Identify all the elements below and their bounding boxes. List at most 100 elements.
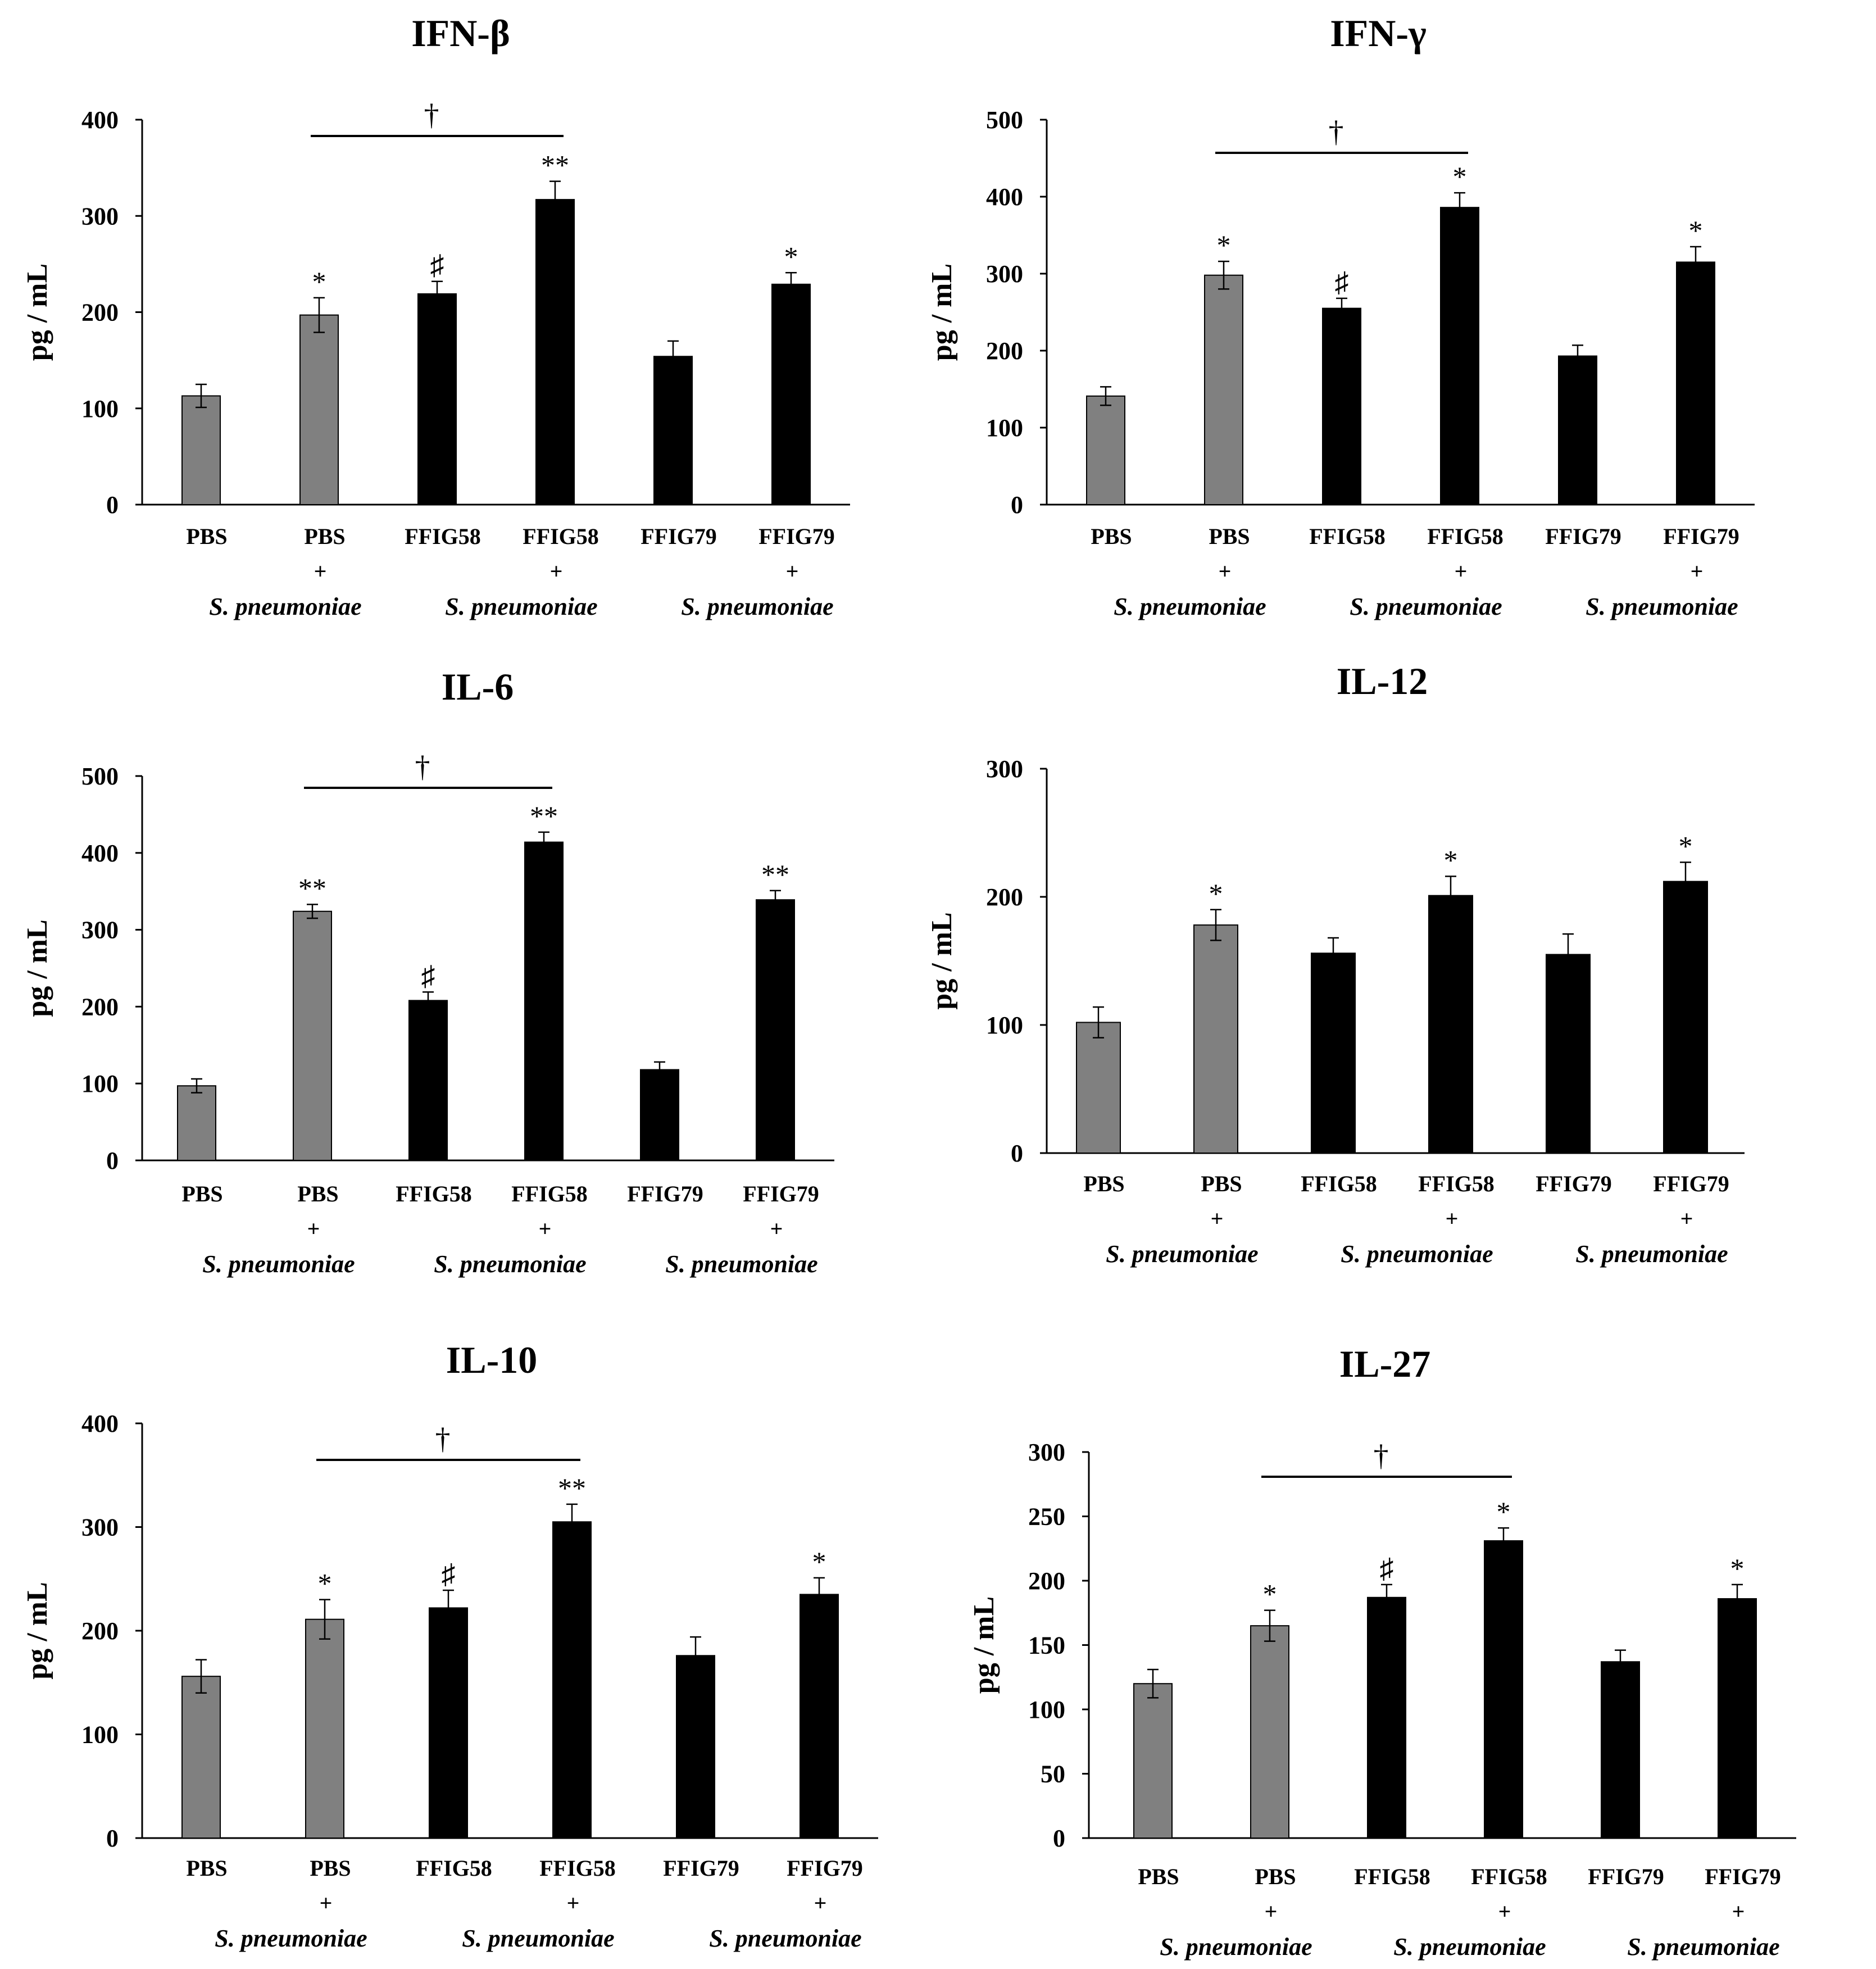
x-tick-infection-label: S. pneumoniae: [434, 1250, 586, 1278]
x-tick-label: PBS: [186, 1855, 227, 1881]
x-tick-infection-label: S. pneumoniae: [1350, 593, 1502, 620]
y-tick-label: 200: [81, 993, 119, 1020]
x-tick-label: PBS: [1083, 1171, 1124, 1196]
y-tick-label: 300: [81, 917, 119, 944]
significance-marker: *: [318, 1568, 332, 1599]
x-tick-plus: +: [550, 559, 563, 584]
significance-marker: ♯: [1335, 266, 1349, 298]
x-tick-infection-label: S. pneumoniae: [1114, 593, 1266, 620]
bar: [676, 1655, 715, 1839]
x-tick-label: FFIG79: [1545, 524, 1621, 549]
x-tick-infection-label: S. pneumoniae: [1393, 1933, 1546, 1961]
bar: [1663, 881, 1708, 1154]
y-tick-label: 400: [81, 1410, 119, 1437]
bar: [181, 1676, 221, 1839]
bar: [1086, 395, 1125, 506]
x-tick-label: FFIG58: [1471, 1864, 1547, 1889]
x-tick-label: PBS: [304, 524, 345, 549]
significance-marker: *: [1689, 215, 1703, 246]
chart-panel-il-6: IL-6 pg / mL 0 100 200 300 400 500 PBS ** PBS + S. p…: [21, 665, 834, 1278]
bar: [653, 356, 693, 506]
x-tick-plus: +: [770, 1216, 783, 1241]
significance-marker: ♯: [442, 1558, 456, 1590]
bar: [1133, 1683, 1173, 1839]
y-tick-label: 150: [1028, 1632, 1065, 1659]
bar: [417, 293, 457, 506]
x-tick-infection-label: S. pneumoniae: [1106, 1240, 1258, 1268]
x-tick-label: PBS: [1138, 1864, 1179, 1889]
significance-marker: **: [541, 149, 569, 181]
x-tick-infection-label: S. pneumoniae: [462, 1925, 614, 1952]
significance-marker: *: [1217, 229, 1231, 261]
x-tick-label: FFIG79: [663, 1855, 739, 1881]
bar: [771, 283, 811, 505]
chart-title: IFN-β: [411, 12, 510, 55]
y-axis-label: pg / mL: [21, 919, 53, 1017]
y-tick-label: 400: [986, 183, 1023, 211]
y-tick-label: 500: [81, 763, 119, 790]
significance-marker: *: [1497, 1496, 1511, 1527]
bar: [552, 1521, 592, 1839]
bar: [1558, 355, 1597, 506]
chart-title: IL-6: [442, 665, 514, 708]
x-tick-plus: +: [1219, 559, 1232, 584]
y-tick-label: 100: [81, 1721, 119, 1749]
significance-marker: **: [558, 1472, 586, 1504]
significance-marker: *: [1263, 1578, 1277, 1610]
significance-marker: **: [298, 872, 326, 904]
bar: [1546, 954, 1591, 1154]
x-tick-plus: +: [314, 559, 327, 584]
x-tick-plus: +: [307, 1216, 320, 1241]
bar: [1367, 1596, 1406, 1839]
x-tick-plus: +: [1691, 559, 1704, 584]
y-axis-label: pg / mL: [926, 912, 958, 1009]
y-tick-label: 0: [106, 1825, 119, 1852]
significance-marker: ♯: [421, 960, 435, 991]
x-tick-label: FFIG58: [396, 1181, 472, 1206]
y-tick-label: 100: [986, 1011, 1023, 1039]
bar: [293, 910, 332, 1161]
y-tick-label: 200: [1028, 1567, 1065, 1595]
bar: [1484, 1540, 1523, 1839]
bar: [1440, 207, 1479, 505]
y-tick-label: 300: [986, 260, 1023, 288]
x-tick-infection-label: S. pneumoniae: [1627, 1933, 1779, 1961]
y-tick-label: 500: [986, 106, 1023, 134]
x-tick-plus: +: [1680, 1206, 1693, 1231]
bar: [299, 314, 339, 505]
y-tick-label: 0: [1011, 491, 1023, 519]
bar: [429, 1607, 468, 1839]
y-tick-label: 200: [986, 883, 1023, 911]
bar: [800, 1594, 839, 1839]
x-tick-label: PBS: [310, 1855, 351, 1881]
bar: [1076, 1022, 1121, 1154]
y-tick-label: 100: [986, 414, 1023, 442]
x-tick-plus: +: [539, 1216, 552, 1241]
y-tick-label: 300: [81, 1514, 119, 1541]
x-tick-label: FFIG58: [1418, 1171, 1495, 1196]
x-tick-infection-label: S. pneumoniae: [665, 1250, 817, 1278]
significance-marker: **: [530, 800, 558, 832]
y-tick-label: 0: [106, 1147, 119, 1174]
x-tick-infection-label: S. pneumoniae: [445, 593, 597, 620]
bar: [535, 199, 575, 505]
x-tick-infection-label: S. pneumoniae: [1575, 1240, 1728, 1268]
x-tick-label: FFIG79: [641, 524, 717, 549]
x-tick-label: FFIG79: [743, 1181, 819, 1206]
x-tick-label: FFIG58: [405, 524, 481, 549]
bar: [1428, 895, 1473, 1154]
y-tick-label: 300: [81, 202, 119, 230]
x-tick-infection-label: S. pneumoniae: [709, 1925, 861, 1952]
x-tick-label: FFIG79: [627, 1181, 703, 1206]
x-tick-label: PBS: [297, 1181, 338, 1206]
x-tick-label: FFIG79: [1588, 1864, 1664, 1889]
x-tick-label: FFIG58: [523, 524, 599, 549]
x-tick-infection-label: S. pneumoniae: [209, 593, 361, 620]
x-tick-label: FFIG58: [1309, 524, 1386, 549]
y-tick-label: 400: [81, 840, 119, 867]
y-tick-label: 300: [986, 755, 1023, 783]
x-tick-label: FFIG79: [1663, 524, 1739, 549]
significance-marker: *: [1209, 878, 1223, 909]
bar: [1322, 307, 1361, 506]
